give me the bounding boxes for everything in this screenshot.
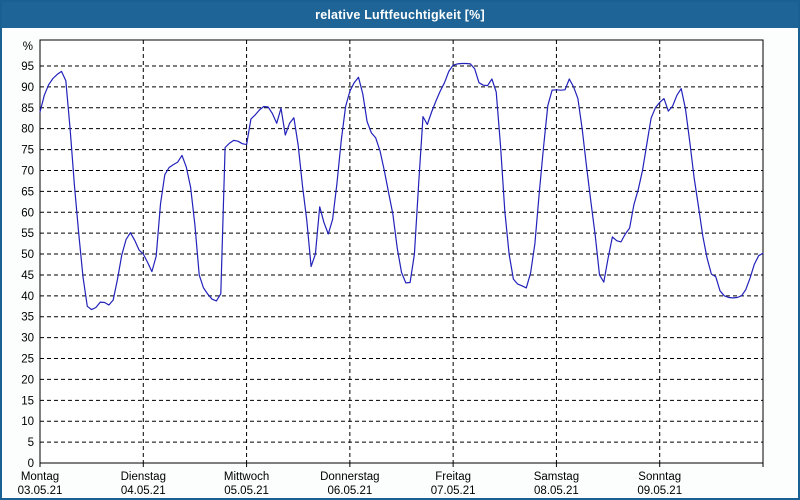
x-axis-date-label: 04.05.21 bbox=[121, 485, 166, 497]
x-axis-weekday-label: Freitag bbox=[435, 471, 471, 483]
x-axis-weekday-label: Donnerstag bbox=[320, 471, 379, 483]
y-axis-tick-label: 40 bbox=[21, 291, 34, 303]
y-axis-tick-label: 65 bbox=[21, 186, 34, 198]
y-axis-tick-label: 55 bbox=[21, 228, 34, 240]
y-axis-tick-label: 80 bbox=[21, 124, 34, 136]
y-axis-tick-label: 75 bbox=[21, 145, 34, 157]
y-axis-tick-label: 70 bbox=[21, 165, 34, 177]
humidity-series-line bbox=[39, 62, 764, 311]
plot-area bbox=[40, 40, 763, 463]
y-axis-tick-label: 60 bbox=[21, 207, 34, 219]
x-axis-weekday-label: Dienstag bbox=[121, 471, 166, 483]
window-title-bar: relative Luftfeuchtigkeit [%] bbox=[2, 2, 798, 28]
plot-border bbox=[39, 39, 764, 464]
x-axis-date-label: 07.05.21 bbox=[431, 485, 476, 497]
y-axis-tick-label: 35 bbox=[21, 312, 34, 324]
y-axis-tick-label: 25 bbox=[21, 354, 34, 366]
x-axis-date-label: 09.05.21 bbox=[637, 485, 682, 497]
y-axis-tick-label: 90 bbox=[21, 82, 34, 94]
x-axis-weekday-label: Samstag bbox=[534, 471, 579, 483]
y-axis-tick-label: 5 bbox=[28, 437, 34, 449]
x-axis-weekday-label: Montag bbox=[21, 471, 59, 483]
y-axis-tick-label: 20 bbox=[21, 374, 34, 386]
x-axis-weekday-label: Sonntag bbox=[638, 471, 681, 483]
y-axis-tick-label: 50 bbox=[21, 249, 34, 261]
x-axis-date-label: 03.05.21 bbox=[18, 485, 63, 497]
chart-title: relative Luftfeuchtigkeit [%] bbox=[315, 8, 485, 22]
y-axis-tick-label: 95 bbox=[21, 61, 34, 73]
y-axis-tick-label: 15 bbox=[21, 395, 34, 407]
y-axis-tick-label: 30 bbox=[21, 333, 34, 345]
y-axis-unit-label: % bbox=[23, 41, 33, 53]
x-axis-date-label: 08.05.21 bbox=[534, 485, 579, 497]
y-axis-tick-label: 10 bbox=[21, 416, 34, 428]
x-axis-date-label: 05.05.21 bbox=[224, 485, 269, 497]
x-axis-date-label: 06.05.21 bbox=[327, 485, 372, 497]
y-axis-tick-label: 0 bbox=[28, 458, 34, 470]
y-axis-tick-label: 85 bbox=[21, 103, 34, 115]
x-axis-weekday-label: Mittwoch bbox=[224, 471, 269, 483]
y-axis-tick-label: 45 bbox=[21, 270, 34, 282]
